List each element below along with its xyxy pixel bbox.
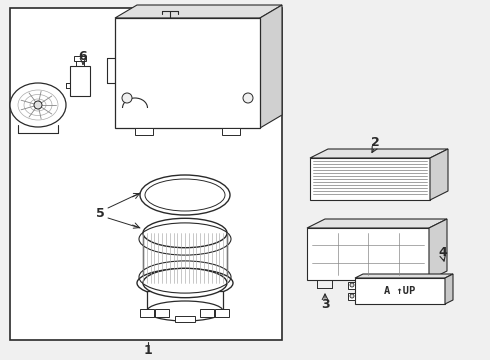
Polygon shape	[260, 5, 282, 128]
Polygon shape	[307, 219, 447, 228]
Text: 4: 4	[439, 246, 447, 258]
Polygon shape	[430, 149, 448, 200]
Text: 1: 1	[144, 343, 152, 356]
Ellipse shape	[143, 218, 227, 248]
Circle shape	[350, 294, 354, 298]
Bar	[70, 66, 90, 96]
Bar	[155, 309, 169, 317]
Bar	[140, 309, 154, 317]
Bar	[307, 228, 429, 280]
Bar	[348, 293, 355, 300]
Polygon shape	[445, 274, 453, 304]
Ellipse shape	[147, 301, 223, 321]
Bar	[135, 128, 153, 135]
Bar	[355, 278, 445, 304]
Circle shape	[243, 93, 253, 103]
Text: 5: 5	[96, 207, 104, 220]
Text: 6: 6	[79, 50, 87, 63]
Bar	[348, 282, 355, 289]
Text: A ↑UP: A ↑UP	[384, 286, 416, 296]
Bar	[215, 309, 229, 317]
Bar	[222, 128, 240, 135]
Polygon shape	[310, 149, 448, 158]
Bar	[115, 18, 260, 128]
Bar	[147, 291, 223, 311]
Circle shape	[34, 101, 42, 109]
Circle shape	[350, 283, 354, 287]
Polygon shape	[429, 219, 447, 280]
Ellipse shape	[143, 268, 227, 298]
Bar	[310, 158, 430, 200]
Bar	[175, 316, 195, 322]
Bar	[10, 8, 282, 340]
Text: 3: 3	[320, 298, 329, 311]
Bar	[200, 309, 214, 317]
Circle shape	[122, 93, 132, 103]
Text: 2: 2	[370, 135, 379, 149]
Ellipse shape	[10, 83, 66, 127]
Ellipse shape	[137, 269, 233, 297]
Bar	[74, 56, 86, 61]
Polygon shape	[115, 5, 282, 18]
Polygon shape	[355, 274, 453, 278]
